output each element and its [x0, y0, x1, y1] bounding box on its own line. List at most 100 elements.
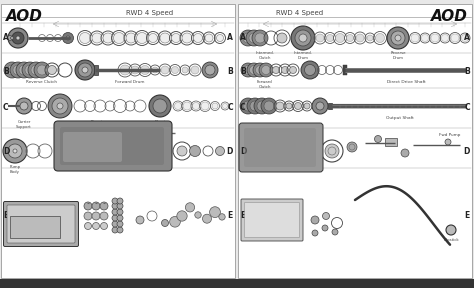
Circle shape	[191, 66, 199, 74]
Circle shape	[100, 212, 108, 220]
Text: B: B	[227, 67, 233, 75]
Circle shape	[294, 103, 301, 109]
Circle shape	[78, 63, 92, 77]
Circle shape	[195, 212, 201, 218]
Circle shape	[92, 212, 100, 220]
Circle shape	[462, 35, 468, 41]
Circle shape	[52, 98, 68, 114]
Circle shape	[185, 203, 195, 212]
Circle shape	[112, 215, 118, 221]
Circle shape	[84, 202, 92, 210]
Circle shape	[182, 33, 192, 43]
Circle shape	[421, 35, 428, 41]
Circle shape	[117, 203, 123, 209]
Circle shape	[190, 145, 201, 156]
Circle shape	[277, 33, 287, 43]
Circle shape	[259, 63, 273, 77]
FancyBboxPatch shape	[63, 132, 122, 162]
Circle shape	[112, 227, 118, 233]
Circle shape	[316, 102, 324, 110]
Circle shape	[117, 209, 123, 215]
Circle shape	[446, 225, 456, 235]
Circle shape	[140, 65, 149, 75]
Circle shape	[80, 33, 91, 43]
Circle shape	[66, 36, 70, 40]
Circle shape	[295, 30, 311, 46]
Circle shape	[375, 33, 384, 43]
FancyBboxPatch shape	[241, 199, 303, 241]
Circle shape	[327, 35, 334, 41]
Circle shape	[255, 33, 265, 43]
Circle shape	[149, 95, 171, 117]
Text: Forward
Clutch: Forward Clutch	[257, 80, 273, 89]
Circle shape	[304, 65, 316, 75]
Text: E: E	[465, 211, 470, 219]
Circle shape	[249, 65, 258, 75]
Circle shape	[75, 60, 95, 80]
Text: AOD: AOD	[431, 9, 468, 24]
Circle shape	[441, 35, 448, 41]
Circle shape	[332, 229, 338, 235]
Text: Carrier
Support: Carrier Support	[16, 120, 32, 129]
FancyBboxPatch shape	[60, 127, 164, 165]
Circle shape	[411, 34, 419, 42]
Circle shape	[16, 98, 32, 114]
Text: Reverse Clutch: Reverse Clutch	[27, 80, 57, 84]
Text: Fwd Pump: Fwd Pump	[439, 133, 461, 137]
Text: D: D	[3, 147, 9, 156]
Circle shape	[286, 103, 292, 109]
Circle shape	[153, 99, 167, 113]
Text: Dipstick: Dipstick	[443, 238, 459, 242]
Circle shape	[312, 98, 328, 114]
Circle shape	[82, 67, 88, 73]
Circle shape	[112, 203, 118, 209]
Circle shape	[25, 65, 35, 75]
Text: A: A	[227, 33, 233, 43]
Circle shape	[254, 98, 270, 114]
Text: A: A	[464, 33, 470, 43]
FancyBboxPatch shape	[244, 128, 316, 167]
Circle shape	[301, 61, 319, 79]
Circle shape	[4, 62, 20, 78]
Circle shape	[243, 33, 253, 43]
Circle shape	[12, 32, 24, 44]
Circle shape	[216, 147, 225, 156]
Circle shape	[182, 67, 188, 73]
Circle shape	[117, 215, 123, 221]
Circle shape	[8, 35, 12, 41]
Text: Forward Drum: Forward Drum	[115, 80, 145, 84]
Circle shape	[10, 62, 26, 78]
Circle shape	[7, 65, 17, 75]
Circle shape	[401, 149, 409, 157]
Text: C: C	[240, 103, 246, 111]
Bar	[238, 4, 472, 278]
Text: E: E	[228, 211, 233, 219]
Circle shape	[346, 35, 354, 41]
Circle shape	[19, 65, 29, 75]
FancyBboxPatch shape	[3, 202, 79, 247]
Circle shape	[367, 35, 373, 41]
Circle shape	[161, 66, 169, 74]
Bar	[385, 138, 397, 146]
Circle shape	[31, 65, 41, 75]
Circle shape	[112, 221, 118, 227]
Text: Planetary
Gear: Planetary Gear	[91, 120, 109, 129]
Text: RWD 4 Speed: RWD 4 Speed	[276, 10, 324, 16]
FancyBboxPatch shape	[245, 202, 300, 238]
Circle shape	[177, 146, 187, 156]
Circle shape	[391, 31, 405, 45]
Circle shape	[112, 209, 118, 215]
Text: RWD 4 Speed: RWD 4 Speed	[127, 10, 173, 16]
Circle shape	[245, 141, 265, 161]
Circle shape	[177, 211, 187, 221]
Circle shape	[16, 62, 32, 78]
Bar	[1, 4, 235, 278]
Circle shape	[193, 33, 202, 43]
Circle shape	[22, 62, 38, 78]
Text: B: B	[3, 67, 9, 75]
Circle shape	[113, 33, 125, 43]
Circle shape	[374, 135, 382, 143]
Circle shape	[222, 103, 228, 109]
Circle shape	[172, 67, 179, 73]
Circle shape	[205, 34, 213, 42]
